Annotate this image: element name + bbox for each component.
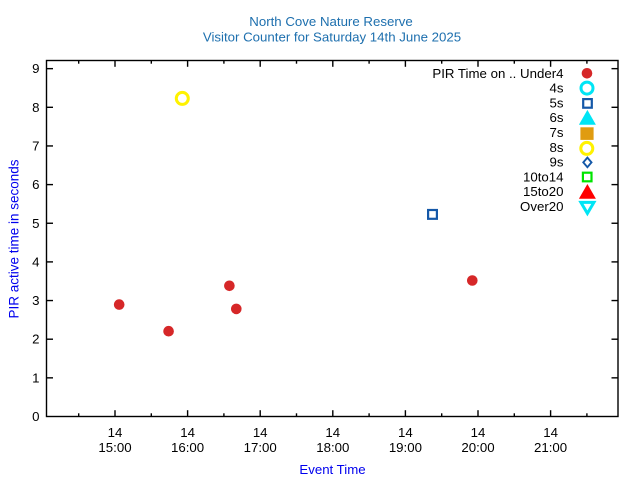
svg-text:3: 3 <box>32 293 39 308</box>
svg-text:North Cove Nature Reserve: North Cove Nature Reserve <box>249 14 412 29</box>
svg-text:5: 5 <box>32 216 39 231</box>
svg-text:8s: 8s <box>550 140 564 155</box>
svg-text:10to14: 10to14 <box>523 169 564 184</box>
svg-text:15to20: 15to20 <box>523 184 564 199</box>
svg-text:9: 9 <box>32 61 39 76</box>
svg-text:14: 14 <box>325 425 340 440</box>
svg-text:15:00: 15:00 <box>98 440 131 455</box>
svg-text:16:00: 16:00 <box>171 440 204 455</box>
svg-text:7s: 7s <box>550 125 564 140</box>
svg-text:6s: 6s <box>550 110 564 125</box>
svg-text:4: 4 <box>32 254 39 269</box>
svg-text:20:00: 20:00 <box>461 440 494 455</box>
svg-text:14: 14 <box>180 425 195 440</box>
svg-text:14: 14 <box>398 425 413 440</box>
svg-text:6: 6 <box>32 177 39 192</box>
svg-text:2: 2 <box>32 332 39 347</box>
svg-text:14: 14 <box>108 425 123 440</box>
svg-text:PIR active time in seconds: PIR active time in seconds <box>7 159 22 318</box>
svg-text:7: 7 <box>32 139 39 154</box>
svg-text:4s: 4s <box>550 81 564 96</box>
svg-text:8: 8 <box>32 100 39 115</box>
svg-text:Visitor Counter for Saturday 1: Visitor Counter for Saturday 14th June 2… <box>203 30 461 45</box>
svg-text:Over20: Over20 <box>520 199 563 214</box>
svg-text:17:00: 17:00 <box>244 440 277 455</box>
svg-text:14: 14 <box>471 425 486 440</box>
svg-text:9s: 9s <box>550 155 564 170</box>
svg-text:19:00: 19:00 <box>389 440 422 455</box>
svg-text:21:00: 21:00 <box>534 440 567 455</box>
svg-text:1: 1 <box>32 370 39 385</box>
svg-text:0: 0 <box>32 409 39 424</box>
svg-text:14: 14 <box>253 425 268 440</box>
svg-text:Event Time: Event Time <box>299 462 365 477</box>
svg-text:5s: 5s <box>550 95 564 110</box>
svg-text:14: 14 <box>543 425 558 440</box>
svg-text:18:00: 18:00 <box>316 440 349 455</box>
svg-text:PIR Time on .. Under4: PIR Time on .. Under4 <box>432 66 563 81</box>
